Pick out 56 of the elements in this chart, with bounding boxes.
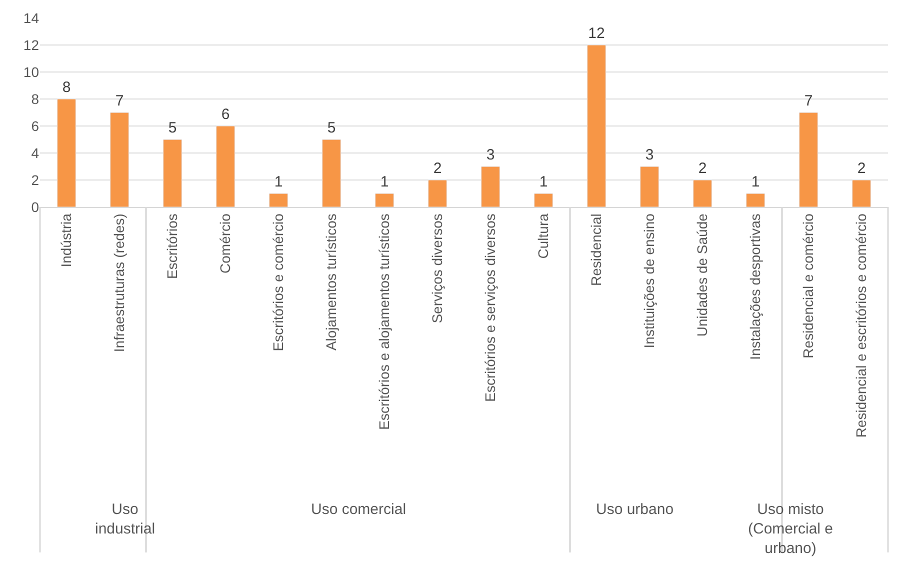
x-tick-label: Escritórios e alojamentos turísticos bbox=[376, 214, 392, 430]
bar bbox=[428, 180, 448, 207]
data-label: 2 bbox=[698, 160, 707, 177]
x-tick-label: Serviços diversos bbox=[429, 214, 446, 324]
x-tick-label: Residencial e comércio bbox=[800, 213, 816, 358]
x-tick-label: Unidades de Saúde bbox=[694, 213, 710, 337]
data-label: 7 bbox=[804, 92, 813, 110]
data-label: 6 bbox=[221, 106, 230, 123]
data-label: 2 bbox=[433, 160, 442, 177]
y-tick-label: 14 bbox=[23, 10, 40, 26]
x-tick-label: Indústria bbox=[58, 213, 74, 268]
y-tick-label: 8 bbox=[31, 90, 40, 107]
x-axis-title: Uso urbano bbox=[596, 501, 674, 518]
bar bbox=[322, 139, 342, 207]
bar bbox=[746, 193, 766, 207]
bar bbox=[586, 44, 606, 207]
x-tick-label: Alojamentos turísticos bbox=[323, 214, 340, 351]
x-tick-label: Infraestruturas (redes) bbox=[111, 214, 128, 352]
data-label: 2 bbox=[857, 160, 866, 177]
x-tick-label: Residencial e escritórios e comércio bbox=[853, 213, 870, 438]
data-label: 5 bbox=[327, 120, 336, 136]
y-tick-label: 10 bbox=[23, 64, 40, 80]
bar bbox=[268, 193, 288, 207]
bar bbox=[216, 126, 236, 207]
x-axis-title: Uso industrial bbox=[95, 501, 156, 538]
data-label: 1 bbox=[380, 174, 389, 190]
x-tick-label: Escritórios bbox=[164, 214, 180, 279]
x-axis-title: Uso comercial bbox=[311, 501, 406, 518]
x-tick-label: Escritórios e serviços diversos bbox=[482, 214, 498, 402]
bar bbox=[534, 193, 554, 207]
y-tick-label: 2 bbox=[31, 172, 40, 188]
x-tick-label: Comércio bbox=[217, 213, 234, 274]
x-axis-title: Uso misto (Comercial e urbano) bbox=[748, 501, 834, 557]
bar bbox=[692, 180, 712, 207]
x-tick-label: Escritórios e comércio bbox=[270, 213, 286, 352]
y-tick-label: 6 bbox=[31, 118, 40, 134]
data-label: 8 bbox=[62, 79, 71, 96]
data-label: 1 bbox=[751, 174, 760, 190]
data-label: 1 bbox=[539, 174, 548, 190]
bar bbox=[162, 139, 182, 207]
x-tick-label: Instituições de ensino bbox=[641, 213, 658, 348]
x-tick-label: Instalações desportivas bbox=[747, 214, 764, 360]
data-label: 3 bbox=[645, 146, 654, 164]
y-tick-label: 12 bbox=[23, 36, 40, 53]
data-label: 3 bbox=[486, 146, 495, 164]
bar bbox=[374, 193, 394, 207]
y-tick-label: 4 bbox=[31, 144, 40, 161]
x-tick-label: Residencial bbox=[588, 214, 604, 286]
data-label: 7 bbox=[115, 92, 124, 110]
x-tick-label: Cultura bbox=[535, 213, 552, 259]
data-label: 12 bbox=[588, 25, 605, 42]
y-tick-label: 0 bbox=[31, 198, 40, 215]
bar bbox=[480, 166, 500, 207]
data-label: 5 bbox=[168, 120, 177, 136]
data-label: 1 bbox=[274, 174, 283, 190]
bar bbox=[640, 166, 660, 207]
